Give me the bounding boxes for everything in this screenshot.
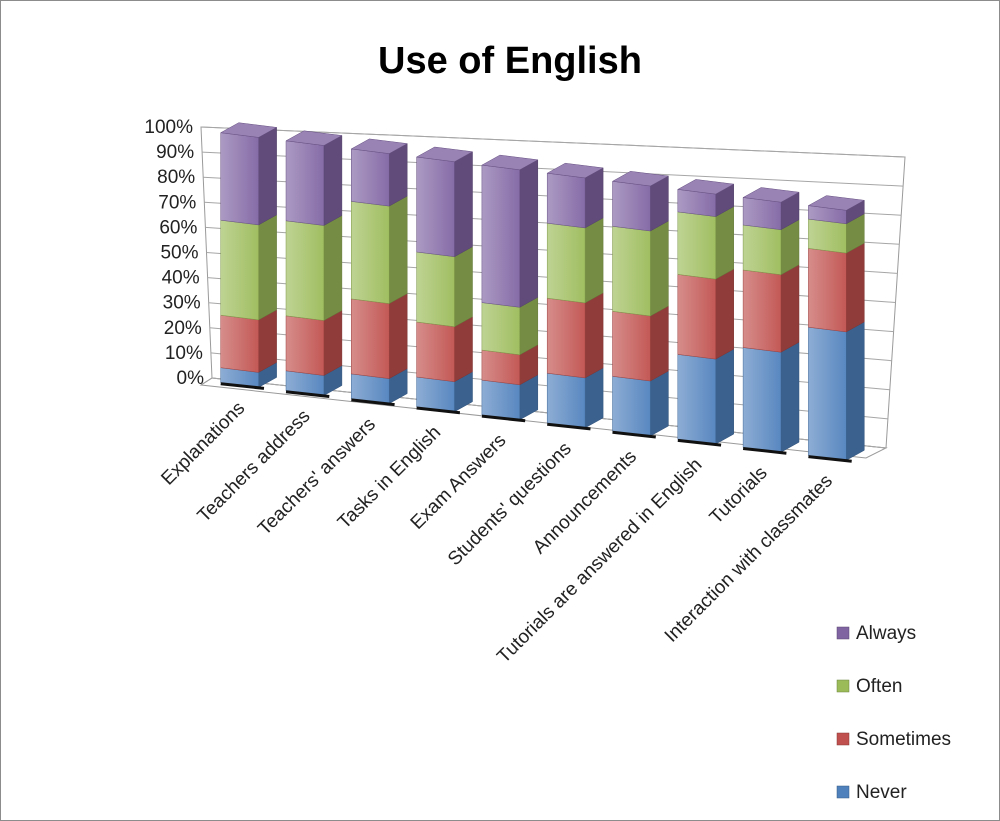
- y-tick-label: 70%: [158, 192, 196, 213]
- y-tick-label: 0%: [177, 368, 205, 389]
- bar-stack: [807, 195, 866, 463]
- chart-title: Use of English: [378, 40, 642, 82]
- bar-segment: [546, 292, 604, 379]
- bar-segment: [219, 122, 278, 226]
- bar-segment: [415, 146, 474, 258]
- bar-stack: [285, 130, 343, 398]
- x-tick-label: Students' questions: [444, 438, 576, 570]
- bar-segment: [220, 361, 277, 388]
- bar-segment: [546, 217, 604, 304]
- legend: Always Often Sometimes Never: [836, 623, 951, 803]
- y-tick-label: 50%: [160, 243, 198, 264]
- bar-segment: [416, 246, 473, 328]
- bar-segment: [350, 138, 408, 207]
- legend-label: Always: [856, 623, 916, 644]
- bar-segment: [677, 179, 735, 218]
- bar-stack: [481, 154, 539, 423]
- bar-segment: [742, 264, 800, 353]
- legend-swatch: [836, 732, 850, 746]
- bar-segment: [351, 368, 408, 405]
- legend-label: Often: [856, 676, 902, 697]
- bar-stack: [350, 138, 408, 407]
- y-tick-label: 100%: [144, 117, 193, 138]
- bar-segment: [677, 206, 734, 280]
- y-tick-label: 40%: [162, 268, 200, 289]
- bar-segment: [416, 316, 473, 383]
- bar-segment: [808, 213, 865, 254]
- bar-segment: [546, 162, 604, 229]
- legend-item: Often: [836, 676, 902, 697]
- bar-segment: [220, 214, 277, 321]
- gridline: [200, 126, 906, 158]
- y-axis-ticks: 0% 10% 20% 30% 40% 50% 60% 70% 80% 90% 100%: [144, 117, 204, 389]
- legend-item: Sometimes: [836, 729, 951, 750]
- bar-segment: [546, 367, 604, 429]
- legend-item: Never: [836, 782, 907, 803]
- bar-segment: [742, 341, 800, 453]
- bar-segment: [481, 296, 539, 356]
- bar-segment: [481, 154, 539, 308]
- bar-segment: [807, 195, 866, 225]
- bar-segment: [285, 215, 343, 321]
- bar-stack: [742, 187, 800, 455]
- legend-swatch: [836, 679, 850, 693]
- bar-segment: [481, 344, 539, 386]
- bar-segment: [612, 370, 669, 437]
- y-tick-label: 60%: [159, 217, 197, 238]
- bar-segment: [220, 309, 277, 373]
- legend-label: Never: [856, 782, 907, 803]
- bar-stack: [611, 171, 670, 439]
- legend-swatch: [836, 626, 850, 640]
- bar-stack: [219, 122, 278, 390]
- bar-stack: [546, 162, 604, 431]
- bar-segment: [416, 371, 473, 413]
- bar-segment: [808, 242, 865, 333]
- legend-swatch: [836, 785, 850, 799]
- bar-segment: [808, 321, 865, 461]
- legend-item: Always: [836, 623, 916, 644]
- bar-segment: [612, 305, 669, 382]
- bar-segment: [285, 130, 343, 226]
- x-tick-label: Tutorials: [706, 463, 772, 529]
- bar-segment: [611, 171, 670, 232]
- bar-segment: [677, 348, 734, 445]
- y-tick-label: 10%: [165, 343, 203, 364]
- y-tick-label: 80%: [157, 167, 195, 188]
- bars: [219, 122, 866, 463]
- bar-stack: [415, 146, 474, 415]
- bar-segment: [351, 293, 408, 380]
- bar-segment: [351, 195, 408, 305]
- bar-segment: [742, 187, 800, 231]
- bar-segment: [285, 310, 343, 376]
- y-tick-label: 30%: [163, 293, 201, 314]
- side-wall-edge: [200, 377, 213, 386]
- legend-label: Sometimes: [856, 729, 951, 750]
- bar-segment: [677, 268, 734, 360]
- y-tick-label: 90%: [156, 142, 194, 163]
- bar-stack: [677, 179, 735, 447]
- bar-segment: [742, 219, 800, 276]
- y-tick-label: 20%: [164, 318, 202, 339]
- bar-segment: [612, 220, 669, 317]
- bar-segment: [481, 374, 539, 421]
